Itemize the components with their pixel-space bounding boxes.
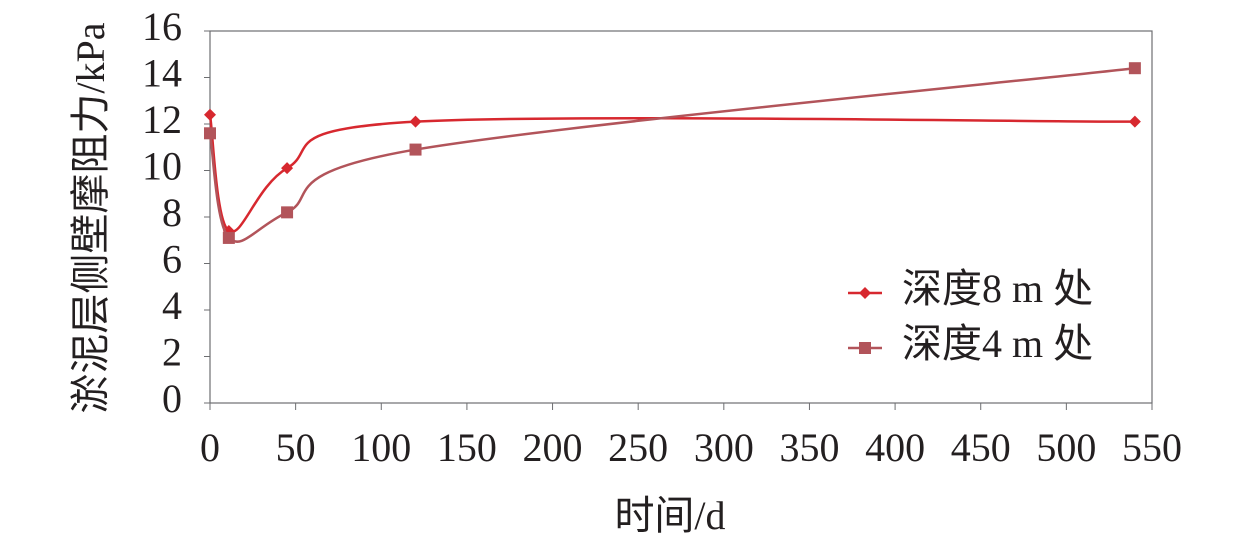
series-line bbox=[208, 114, 1135, 234]
x-tick-label: 450 bbox=[951, 425, 1011, 470]
marker bbox=[859, 287, 871, 299]
marker bbox=[204, 108, 216, 121]
x-axis-title: 时间/d bbox=[614, 493, 725, 538]
y-tick-label: 16 bbox=[142, 4, 182, 49]
marker bbox=[281, 206, 294, 219]
x-tick-label: 350 bbox=[779, 425, 839, 470]
x-tick-label: 50 bbox=[276, 425, 316, 470]
x-tick-label: 300 bbox=[694, 425, 754, 470]
y-tick-label: 8 bbox=[162, 190, 182, 235]
y-tick-label: 12 bbox=[142, 97, 182, 142]
marker bbox=[409, 143, 422, 156]
legend-label: 深度4 m 处 bbox=[902, 321, 1093, 366]
x-tick-label: 250 bbox=[608, 425, 668, 470]
x-tick-label: 400 bbox=[865, 425, 925, 470]
y-tick-label: 10 bbox=[142, 144, 182, 189]
marker bbox=[1128, 115, 1141, 128]
marker bbox=[1128, 62, 1141, 75]
marker bbox=[204, 127, 216, 140]
series-line bbox=[208, 66, 1136, 243]
marker bbox=[281, 162, 294, 175]
y-tick-label: 6 bbox=[162, 237, 182, 282]
x-tick-label: 150 bbox=[437, 425, 497, 470]
x-tick-label: 0 bbox=[200, 425, 220, 470]
y-tick-label: 14 bbox=[142, 51, 182, 96]
legend-label: 深度8 m 处 bbox=[902, 266, 1093, 311]
y-axis-title: 淤泥层侧壁摩阻力/kPa bbox=[68, 22, 113, 413]
y-tick-label: 4 bbox=[162, 283, 182, 328]
x-tick-label: 100 bbox=[351, 425, 411, 470]
marker bbox=[859, 342, 871, 354]
y-tick-label: 0 bbox=[162, 376, 182, 421]
y-tick-label: 2 bbox=[162, 330, 182, 375]
x-tick-label: 500 bbox=[1036, 425, 1096, 470]
marker bbox=[222, 231, 235, 244]
x-tick-label: 200 bbox=[523, 425, 583, 470]
marker bbox=[409, 115, 422, 128]
x-tick-label: 550 bbox=[1122, 425, 1182, 470]
